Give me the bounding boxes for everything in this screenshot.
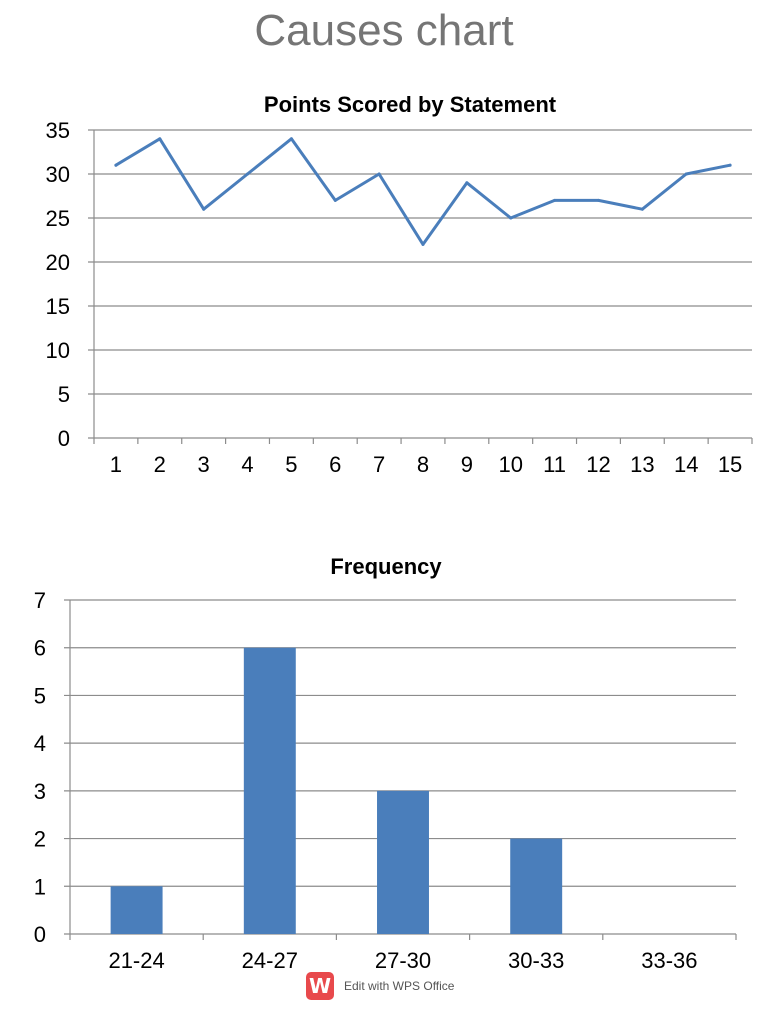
x-tick-label: 4 xyxy=(241,452,253,477)
footer-text[interactable]: Edit with WPS Office xyxy=(344,979,455,993)
data-point xyxy=(640,207,644,211)
page-title: Causes chart xyxy=(254,6,514,55)
x-tick-label: 5 xyxy=(285,452,297,477)
y-tick-label: 3 xyxy=(34,779,46,804)
y-tick-label: 6 xyxy=(34,636,46,661)
bar-chart: Frequency 0 1 2 3 4 5 6 7 21-24 24-27 27-30 30-33 33-… xyxy=(34,554,737,973)
x-tick-label: 13 xyxy=(630,452,654,477)
x-tick-label: 33-36 xyxy=(641,948,697,973)
y-tick-label: 5 xyxy=(34,683,46,708)
x-tick-label: 8 xyxy=(417,452,429,477)
data-point xyxy=(377,172,381,176)
y-tick-label: 1 xyxy=(34,874,46,899)
y-tick-label: 0 xyxy=(34,922,46,947)
bar xyxy=(110,886,163,934)
bar xyxy=(510,838,563,934)
y-tick-label: 25 xyxy=(46,206,70,231)
y-tick-label: 10 xyxy=(46,338,70,363)
data-point xyxy=(509,216,513,220)
bar xyxy=(377,790,429,934)
data-point xyxy=(465,181,469,185)
chart-title: Points Scored by Statement xyxy=(264,92,557,117)
x-tick-label: 30-33 xyxy=(508,948,564,973)
y-tick-label: 0 xyxy=(58,426,70,451)
y-tick-label: 2 xyxy=(34,827,46,852)
y-tick-label: 35 xyxy=(46,118,70,143)
x-tick-label: 2 xyxy=(154,452,166,477)
data-point xyxy=(333,198,337,202)
data-point xyxy=(684,172,688,176)
x-tick-label: 3 xyxy=(198,452,210,477)
data-point xyxy=(289,137,293,141)
series-line xyxy=(114,137,732,246)
x-tick-label: 21-24 xyxy=(108,948,164,973)
x-tick-label: 6 xyxy=(329,452,341,477)
data-point xyxy=(728,163,732,167)
x-tick-label: 14 xyxy=(674,452,698,477)
y-tick-label: 7 xyxy=(34,588,46,613)
data-point xyxy=(596,198,600,202)
x-tick-label: 7 xyxy=(373,452,385,477)
x-tick-label: 1 xyxy=(110,452,122,477)
data-point xyxy=(114,163,118,167)
data-point xyxy=(246,172,250,176)
data-point xyxy=(421,242,425,246)
y-tick-label: 15 xyxy=(46,294,70,319)
x-tick-label: 11 xyxy=(543,452,566,477)
data-point xyxy=(158,137,162,141)
wps-office-logo-icon: W xyxy=(306,972,334,1000)
data-point xyxy=(202,207,206,211)
x-tick-label: 24-27 xyxy=(242,948,298,973)
y-tick-label: 20 xyxy=(46,250,70,275)
y-tick-label: 4 xyxy=(34,731,46,756)
x-tick-label: 15 xyxy=(718,452,742,477)
x-tick-label: 9 xyxy=(461,452,473,477)
x-tick-label: 12 xyxy=(586,452,610,477)
x-tick-label: 27-30 xyxy=(375,948,431,973)
footer: W Edit with WPS Office xyxy=(306,972,454,1000)
y-tick-label: 5 xyxy=(58,382,70,407)
bar xyxy=(243,647,296,934)
line-chart: Points Scored by Statement05101520253035… xyxy=(46,92,753,477)
y-tick-label: 30 xyxy=(46,162,70,187)
chart-title: Frequency xyxy=(330,554,442,579)
x-tick-label: 10 xyxy=(498,452,522,477)
data-point xyxy=(553,198,557,202)
